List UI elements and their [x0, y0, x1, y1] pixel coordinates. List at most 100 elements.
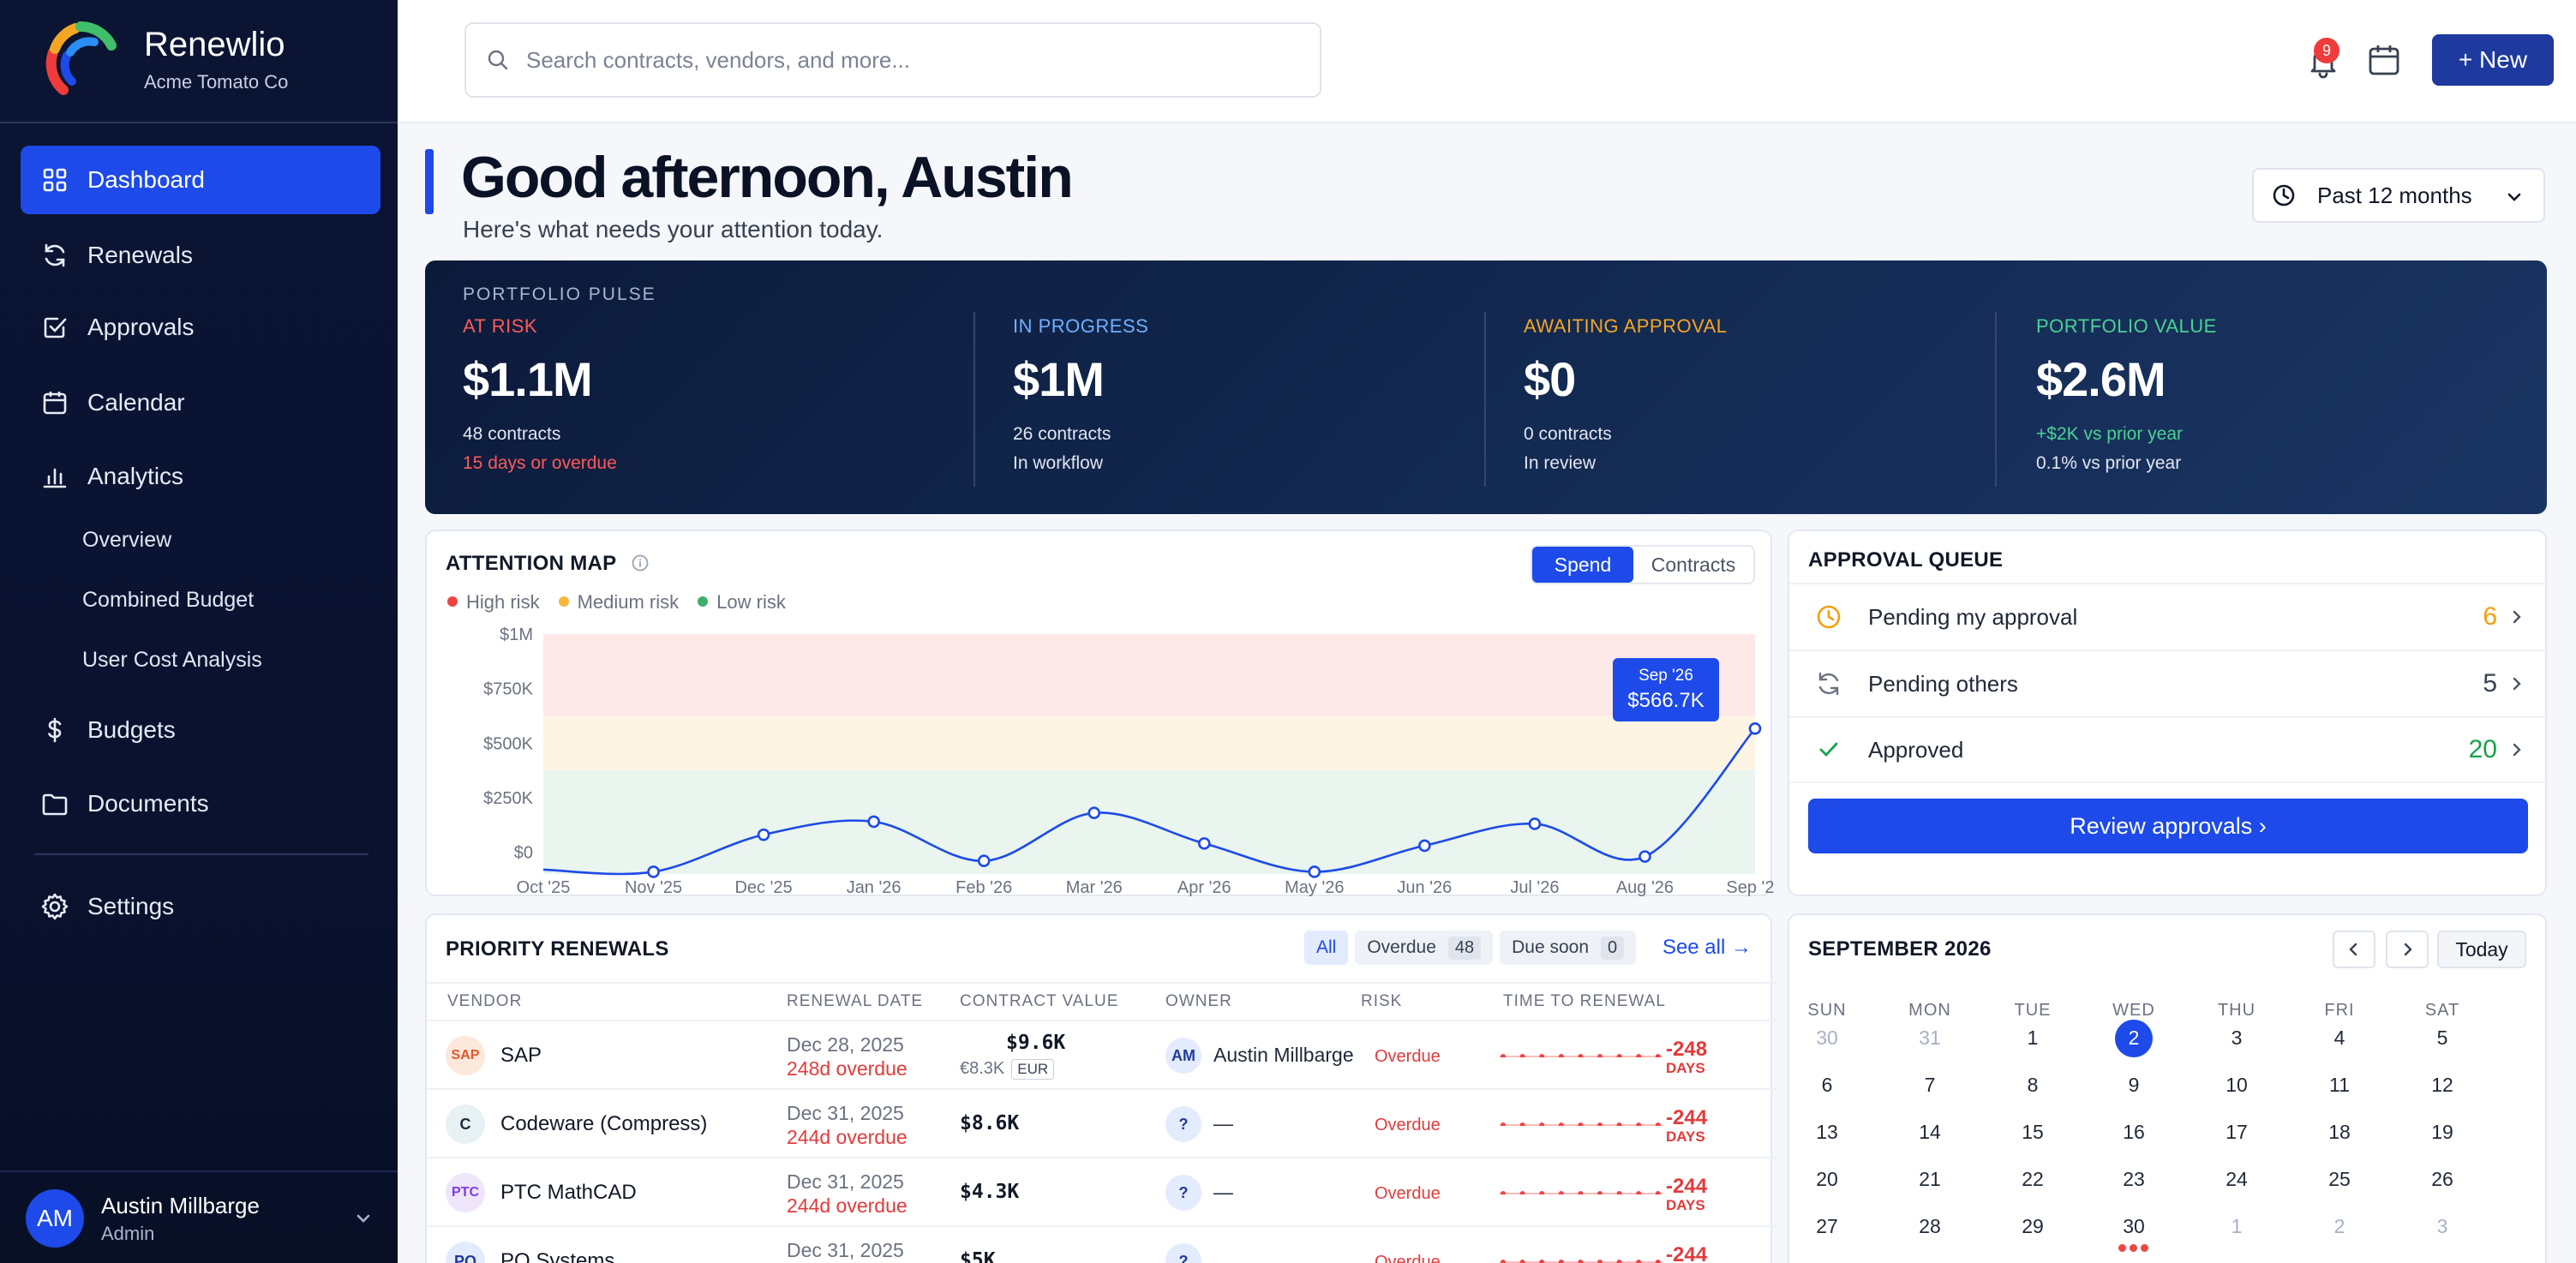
calendar-day[interactable]: 16 [2123, 1121, 2145, 1143]
calendar-day[interactable]: 23 [2123, 1168, 2145, 1190]
calendar-day[interactable]: 24 [2226, 1168, 2248, 1190]
x-tick-label: Jul '26 [1510, 878, 1559, 896]
sidebar-item-settings[interactable]: Settings [21, 872, 380, 941]
sidebar-item-calendar[interactable]: Calendar [21, 368, 380, 437]
queue-row-pending-mine[interactable]: Pending my approval 6 [1789, 583, 2549, 649]
calendar-day[interactable]: 15 [2022, 1121, 2044, 1143]
calendar-day[interactable]: 29 [2022, 1215, 2044, 1237]
sidebar-subitem-user-cost-analysis[interactable]: User Cost Analysis [82, 648, 262, 672]
column-header-time-to-renewal[interactable]: TIME TO RENEWAL [1503, 992, 1666, 1010]
chevron-right-icon [2513, 677, 2521, 691]
calendar-day[interactable]: 9 [2128, 1074, 2140, 1096]
metric-portfolio-value[interactable]: PORTFOLIO VALUE $2.6M +$2K vs prior year… [2036, 315, 2217, 474]
calendar-day[interactable]: 3 [2231, 1027, 2243, 1049]
calendar-day[interactable]: 13 [1816, 1121, 1838, 1143]
chevron-down-icon[interactable] [351, 1206, 375, 1230]
table-row[interactable]: C Codeware (Compress) Dec 31, 2025 244d ove… [427, 1090, 1777, 1158]
calendar-day[interactable]: 30 [2123, 1215, 2145, 1237]
calendar-day[interactable]: 18 [2328, 1121, 2351, 1143]
table-row[interactable]: PTC PTC MathCAD Dec 31, 2025 244d overdue $4… [427, 1158, 1777, 1227]
search-box[interactable] [464, 22, 1321, 98]
next-month-button[interactable] [2386, 931, 2429, 968]
today-button[interactable]: Today [2437, 931, 2526, 968]
calendar-day[interactable]: 1 [2231, 1215, 2243, 1237]
calendar-day[interactable]: 4 [2333, 1027, 2345, 1049]
data-point [1418, 839, 1431, 853]
sidebar-item-analytics[interactable]: Analytics [21, 442, 380, 511]
search-input[interactable] [526, 46, 1297, 74]
sidebar-item-dashboard[interactable]: Dashboard [21, 146, 380, 214]
user-menu[interactable]: AM Austin Millbarge Admin [26, 1189, 260, 1248]
calendar-day[interactable]: 20 [1816, 1168, 1838, 1190]
legend-dot [558, 596, 569, 607]
sidebar-subitem-combined-budget[interactable]: Combined Budget [82, 588, 255, 612]
review-approvals-button[interactable]: Review approvals › [1808, 799, 2528, 853]
new-button[interactable]: + New [2432, 34, 2554, 86]
calendar-day[interactable]: 26 [2431, 1168, 2453, 1190]
filter-overdue[interactable]: Overdue 48 [1355, 931, 1494, 965]
filter-due-soon[interactable]: Due soon 0 [1500, 931, 1637, 965]
table-row[interactable]: SAP SAP Dec 28, 2025 248d overdue $9.6K €8.3K… [427, 1021, 1777, 1090]
sidebar-subitem-overview[interactable]: Overview [82, 528, 172, 552]
metric-at-risk[interactable]: AT RISK $1.1M 48 contracts 15 days or ov… [463, 315, 617, 474]
metric-label: AWAITING APPROVAL [1524, 315, 1728, 337]
calendar-day[interactable]: 19 [2431, 1121, 2453, 1143]
calendar-day[interactable]: 21 [1919, 1168, 1941, 1190]
brand[interactable]: Renewlio Acme Tomato Co [38, 12, 288, 106]
calendar-day[interactable]: 7 [1924, 1074, 1936, 1096]
filter-all[interactable]: All [1304, 931, 1349, 965]
calendar-day[interactable]: 14 [1919, 1121, 1941, 1143]
calendar-day[interactable]: 2 [2128, 1027, 2140, 1049]
sidebar-item-documents[interactable]: Documents [21, 769, 380, 838]
see-all-link[interactable]: See all → [1662, 936, 1752, 959]
metric-awaiting-approval[interactable]: AWAITING APPROVAL $0 0 contracts In revi… [1524, 315, 1728, 474]
prev-month-button[interactable] [2333, 931, 2375, 968]
toggle-contracts[interactable]: Contracts [1650, 553, 1736, 576]
queue-row-pending-others[interactable]: Pending others 5 [1789, 649, 2549, 716]
dot [1655, 1191, 1661, 1194]
legend-dot [698, 596, 709, 607]
column-header-contract-value[interactable]: CONTRACT VALUE [960, 992, 1119, 1010]
sidebar-item-budgets[interactable]: Budgets [21, 696, 380, 764]
calendar-day[interactable]: 2 [2333, 1215, 2345, 1237]
calendar-day[interactable]: 3 [2436, 1215, 2448, 1237]
toggle-spend[interactable]: Spend [1532, 547, 1633, 583]
calendar-day[interactable]: 28 [1919, 1215, 1941, 1237]
calendar-day[interactable]: 22 [2022, 1168, 2044, 1190]
column-header-risk[interactable]: RISK [1361, 992, 1403, 1010]
queue-row-label: Pending others [1868, 670, 2018, 697]
calendar-day[interactable]: 17 [2226, 1121, 2248, 1143]
dot [1558, 1054, 1564, 1057]
renewlio-logo-icon [45, 21, 117, 95]
column-header-vendor[interactable]: VENDOR [447, 992, 523, 1010]
sidebar-item-approvals[interactable]: Approvals [21, 293, 380, 362]
calendar-day[interactable]: 5 [2436, 1027, 2448, 1049]
date-range-select[interactable]: Past 12 months [2252, 168, 2545, 223]
calendar-day[interactable]: 25 [2328, 1168, 2351, 1190]
filter-label: Overdue [1367, 937, 1436, 957]
calendar-day[interactable]: 11 [2329, 1074, 2350, 1096]
info-icon[interactable] [631, 554, 650, 572]
table-row[interactable]: PQ PQ Systems Dec 31, 2025 $5K? Overdue -244 [427, 1227, 1777, 1263]
calendar-day[interactable]: 6 [1821, 1074, 1833, 1096]
currency-badge: EUR [1011, 1059, 1055, 1080]
calendar-day[interactable]: 12 [2431, 1074, 2453, 1096]
dot [1655, 1260, 1661, 1263]
calendar-icon[interactable] [2365, 41, 2403, 79]
column-header-owner[interactable]: OWNER [1165, 992, 1232, 1010]
queue-row-approved[interactable]: Approved 20 [1789, 716, 2549, 783]
calendar-day[interactable]: 31 [1919, 1027, 1941, 1049]
metric-in-progress[interactable]: IN PROGRESS $1M 26 contracts In workflow [1013, 315, 1148, 474]
calendar-day[interactable]: 27 [1816, 1215, 1838, 1237]
spend-contracts-toggle: Spend Contracts [1531, 545, 1755, 584]
calendar-day[interactable]: 10 [2226, 1074, 2248, 1096]
risk-band [543, 634, 1755, 716]
calendar-day[interactable]: 30 [1816, 1027, 1838, 1049]
calendar-day[interactable]: 1 [2027, 1027, 2039, 1049]
metric-line1: 0 contracts [1524, 424, 1612, 444]
risk-band [543, 715, 1755, 771]
column-header-renewal-date[interactable]: RENEWAL DATE [787, 992, 924, 1010]
sidebar-item-renewals[interactable]: Renewals [21, 221, 380, 290]
chevron-left-icon [2349, 943, 2357, 956]
calendar-day[interactable]: 8 [2027, 1074, 2039, 1096]
